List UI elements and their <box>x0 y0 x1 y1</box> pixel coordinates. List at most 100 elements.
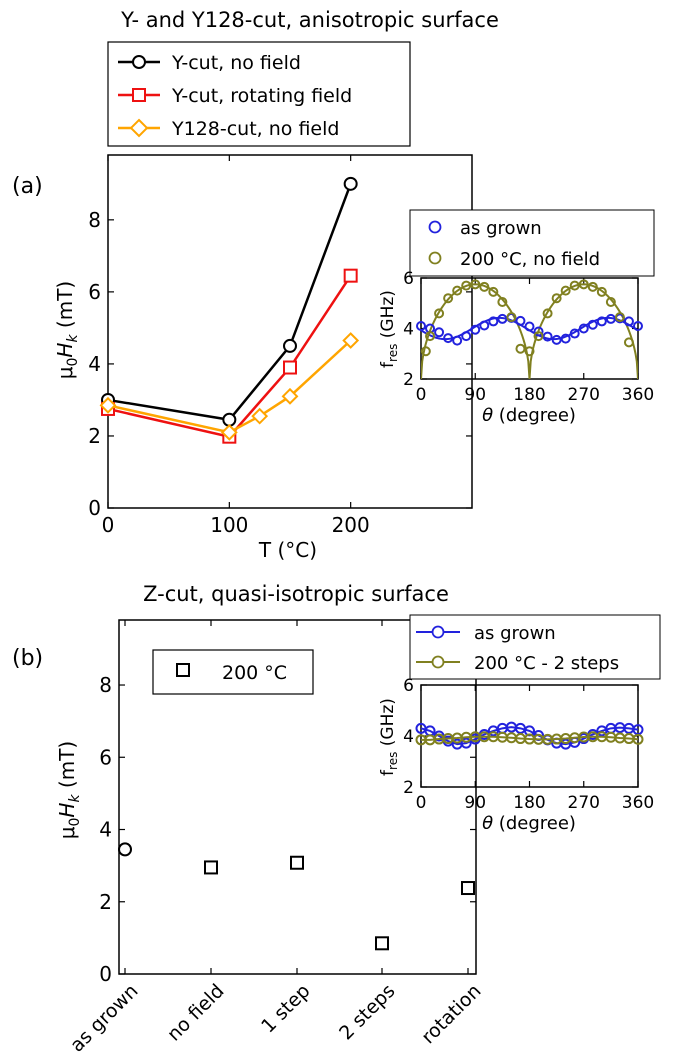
legend-label-y-cut-rotating: Y-cut, rotating field <box>171 85 352 107</box>
data-point-circle <box>461 331 472 342</box>
data-point-circle <box>470 324 481 335</box>
data-point-circle <box>605 296 616 307</box>
panel-b-title: Z-cut, quasi-isotropic surface <box>143 582 449 606</box>
panel-b-legend-label: 200 °C <box>222 662 287 684</box>
data-point-circle <box>560 333 571 344</box>
legend-marker-square <box>132 88 146 102</box>
data-point-circle <box>443 293 454 304</box>
x-tick-label: 360 <box>622 385 654 405</box>
data-point-circle <box>515 343 526 354</box>
data-point-circle <box>533 331 544 342</box>
panel-a-inset-ylabel: fres (GHz) <box>378 290 400 368</box>
data-point-circle <box>443 333 454 344</box>
data-point-circle <box>633 320 643 331</box>
panel-a-inset-legend <box>409 209 655 277</box>
data-point-circle <box>551 293 562 304</box>
category-label: no field <box>163 980 229 1046</box>
y-tick-label: 6 <box>88 280 101 304</box>
data-point-circle <box>416 320 426 331</box>
data-point-circle <box>452 335 463 346</box>
data-point-circle <box>614 312 625 323</box>
y-tick-label: 2 <box>403 370 414 390</box>
y-tick-label: 4 <box>88 352 101 376</box>
data-point-diamond <box>99 396 117 414</box>
y-tick-label: 4 <box>99 818 112 842</box>
series-line <box>107 183 352 422</box>
data-point-circle <box>569 328 580 339</box>
x-tick-label: 360 <box>622 793 654 813</box>
data-point-circle <box>515 315 526 326</box>
panel-a-xlabel: T (°C) <box>258 538 317 562</box>
category-label: rotation <box>417 980 485 1048</box>
fit-line-200c <box>421 283 638 379</box>
panel-b-legend <box>152 649 314 695</box>
x-tick-label: 270 <box>568 793 600 813</box>
legend-entry-y-cut-no-field: Y-cut, no field <box>118 52 301 74</box>
data-point-square <box>290 855 304 870</box>
data-point-circle <box>479 320 490 331</box>
data-point-circle <box>542 308 553 319</box>
data-point-circle <box>434 308 445 319</box>
data-point-circle <box>524 321 535 332</box>
data-point-circle <box>343 176 358 191</box>
panel-a-plot-frame <box>107 154 473 509</box>
data-point-circle <box>283 338 297 353</box>
data-point-diamond <box>281 387 299 405</box>
data-point-circle <box>542 331 553 342</box>
panel-a-label: (a) <box>12 174 43 199</box>
data-point-circle <box>605 313 616 324</box>
inset-a-legend-marker-as-grown <box>428 220 442 234</box>
inset-b-legend-label-200c: 200 °C - 2 steps <box>474 653 619 674</box>
data-point-circle <box>460 737 472 749</box>
data-point-circle <box>578 279 589 290</box>
data-point-circle <box>623 337 634 348</box>
inset-a-legend-label-as-grown: as grown <box>460 218 542 239</box>
x-tick-label: 200 <box>332 513 370 537</box>
legend-entry-y128-cut: Y128-cut, no field <box>118 118 339 140</box>
data-point-circle <box>118 842 132 857</box>
data-point-circle <box>470 279 481 290</box>
data-point-circle <box>632 733 644 745</box>
panel-a-title: Y- and Y128-cut, anisotropic surface <box>120 8 499 32</box>
y-tick-label: 2 <box>99 890 112 914</box>
panel-a-series <box>99 176 360 444</box>
legend-label-y-cut-no-field: Y-cut, no field <box>171 52 301 74</box>
category-label: as grown <box>66 980 143 1057</box>
x-tick-label: 180 <box>513 385 545 405</box>
data-point-circle <box>434 327 445 338</box>
data-point-square <box>204 860 218 875</box>
legend-marker-diamond <box>129 118 149 138</box>
inset-a-legend-marker-200c <box>428 251 442 265</box>
panel-b-ylabel: μ0Hk (mT) <box>55 741 83 839</box>
data-point-circle <box>479 281 490 292</box>
inset-b-legend-marker-as-grown <box>431 625 445 639</box>
data-point-square <box>283 360 297 375</box>
panel-a-ylabel: μ0Hk (mT) <box>53 281 81 379</box>
data-point-circle <box>497 313 508 324</box>
y-tick-label: 0 <box>88 496 101 520</box>
inset-a-legend-label-200c: 200 °C, no field <box>460 249 600 270</box>
data-point-diamond <box>220 423 238 441</box>
x-tick-label: 90 <box>464 793 486 813</box>
category-label: 1 step <box>257 980 314 1037</box>
data-point-circle <box>506 312 517 323</box>
data-point-circle <box>452 285 463 296</box>
panel-a-inset-xlabel: θ (degree) <box>482 405 576 426</box>
legend-label-y128-cut: Y128-cut, no field <box>171 118 339 140</box>
inset-b-legend-marker-200c <box>431 655 445 669</box>
legend-marker-circle <box>132 55 146 69</box>
data-point-square <box>375 936 389 951</box>
data-point-circle <box>488 316 499 327</box>
data-point-circle <box>461 280 472 291</box>
panel-b-inset-ylabel: fres (GHz) <box>378 698 400 776</box>
legend-entry-y-cut-rotating: Y-cut, rotating field <box>118 85 352 107</box>
data-point-circle <box>587 281 598 292</box>
data-point-circle <box>488 286 499 297</box>
series-line <box>107 274 352 439</box>
y-tick-label: 4 <box>403 319 414 339</box>
y-tick-label: 8 <box>99 673 112 697</box>
data-point-circle <box>623 316 634 327</box>
data-point-circle <box>569 280 580 291</box>
x-tick-label: 0 <box>416 793 427 813</box>
